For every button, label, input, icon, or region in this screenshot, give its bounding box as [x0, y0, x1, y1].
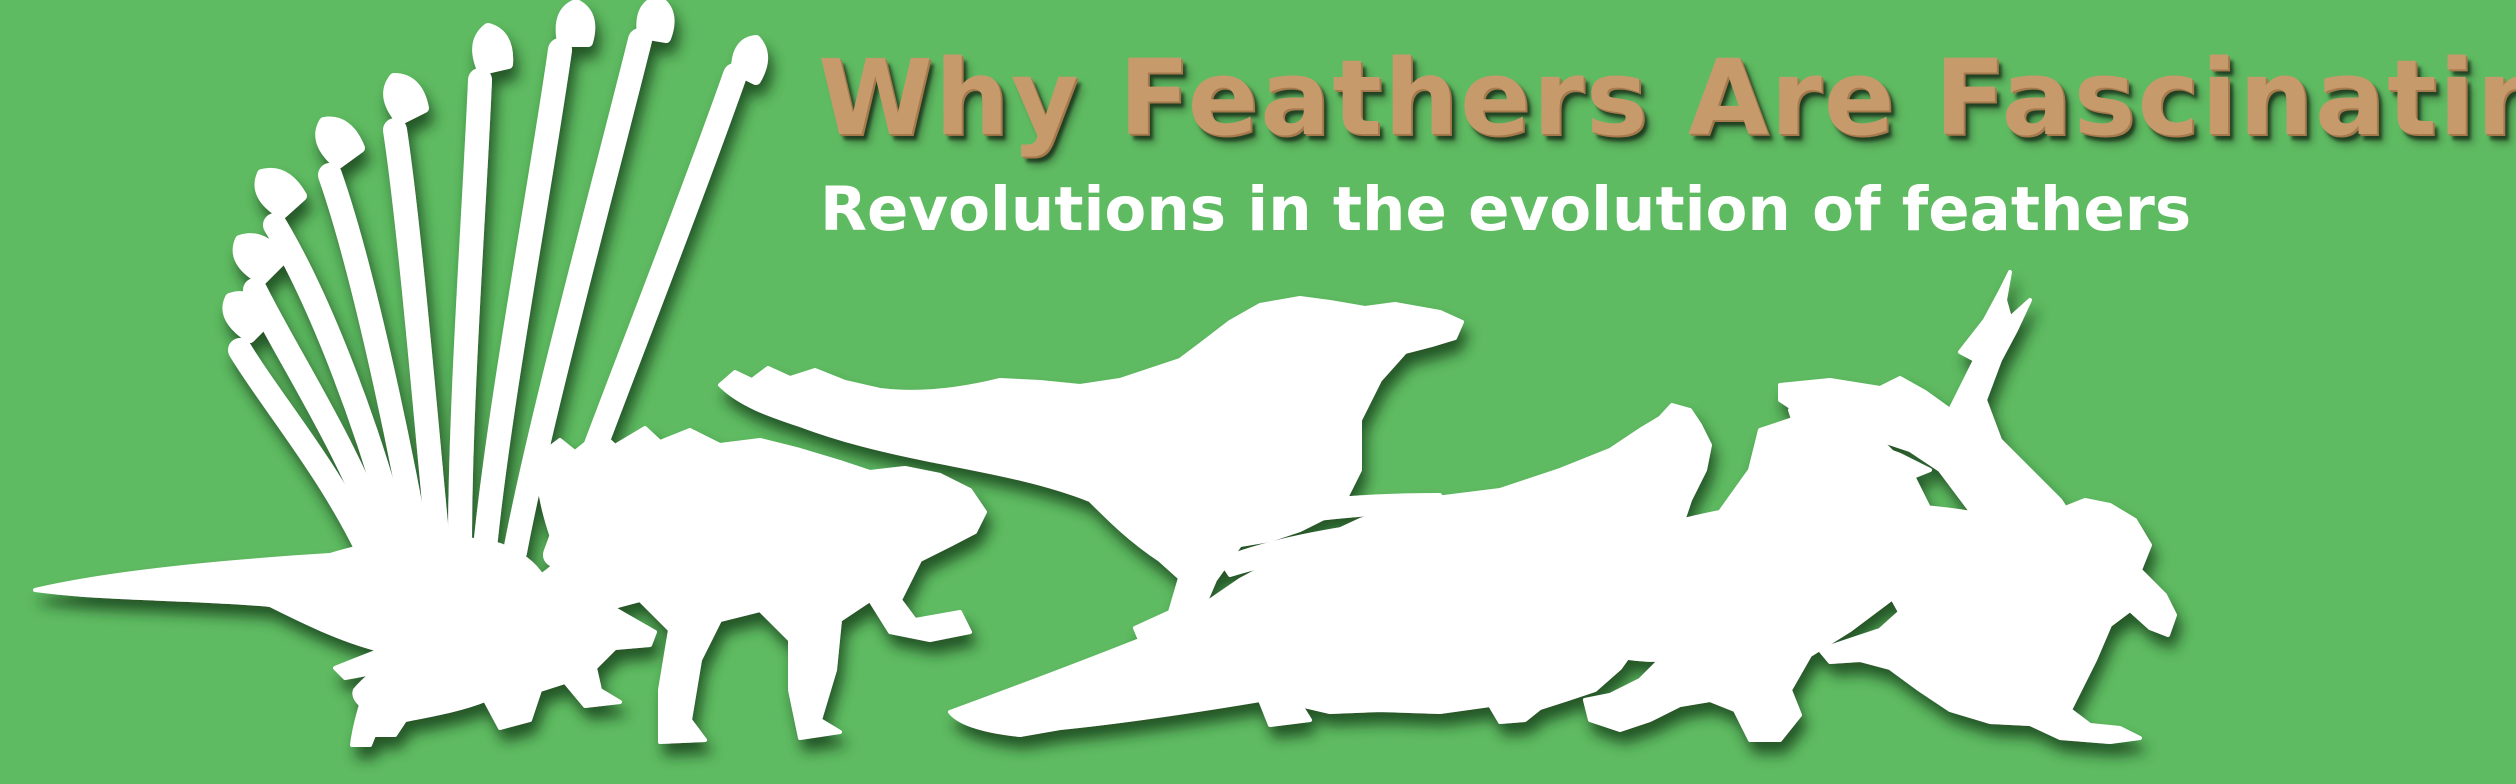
vulture-silhouette — [1818, 498, 2177, 744]
feathered-raptor-silhouette — [718, 296, 1464, 642]
banner-subtitle: Revolutions in the evolution of feathers — [820, 174, 2192, 245]
small-mammal-silhouette — [352, 598, 657, 737]
flying-bird-silhouette — [1778, 270, 2082, 562]
plumed-dinosaur-silhouette — [33, 0, 768, 747]
banner-title: Why Feathers Are Fascinating — [818, 37, 2516, 159]
